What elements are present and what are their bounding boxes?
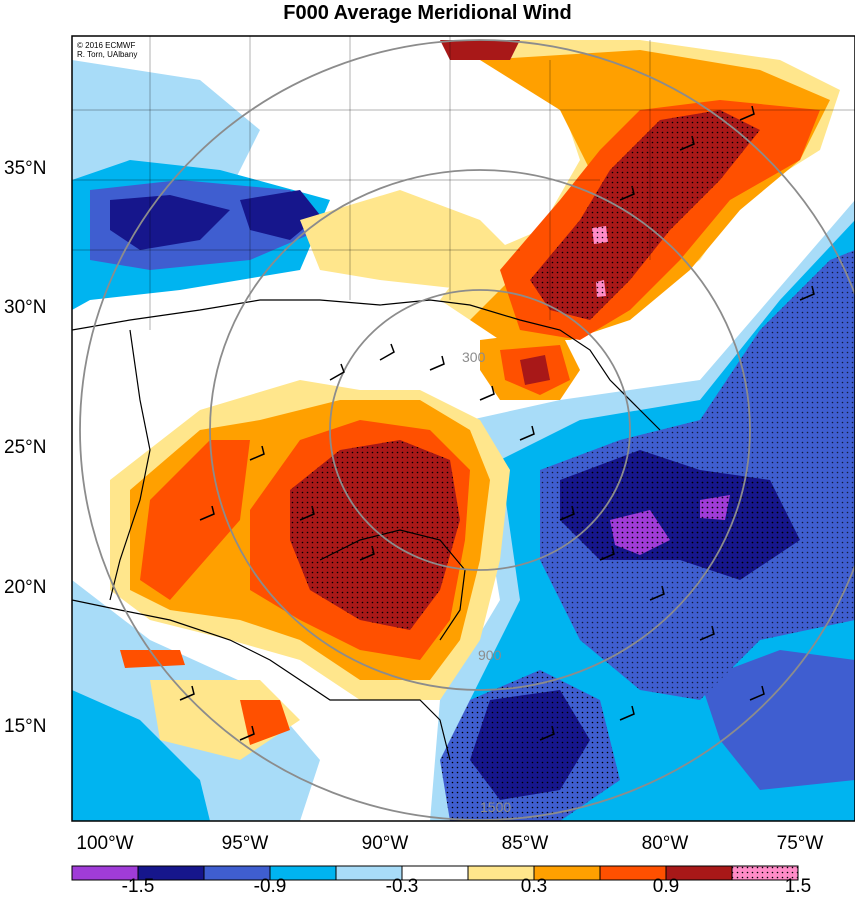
lat-label-30: 30°N <box>4 297 47 318</box>
colorbar-label-0.3: 0.3 <box>520 876 548 897</box>
colorbar-label-1.5: 1.5 <box>784 876 812 897</box>
yellow-region <box>300 190 520 290</box>
wind-barbs <box>179 105 815 741</box>
lon-label-75: 75°W <box>776 833 824 854</box>
lat-label-20: 20°N <box>4 577 47 598</box>
blue-region <box>700 650 855 790</box>
navy-region <box>110 195 230 250</box>
map-title: F000 Average Meridional Wind <box>283 2 572 24</box>
credit-line-1: © 2016 ECMWF <box>77 41 136 50</box>
coastline <box>109 329 151 601</box>
map-frame <box>71 35 855 822</box>
cyan-region <box>72 690 210 821</box>
colorbar-label-neg1.5: -1.5 <box>121 876 155 897</box>
credit-box: © 2016 ECMWF R. Torn, UAlbany <box>75 40 140 60</box>
state-borders <box>72 36 855 330</box>
contour-label-900: 900 <box>478 647 502 663</box>
colorbar <box>71 865 799 881</box>
dark-red-region <box>520 355 550 385</box>
lon-label-80: 80°W <box>641 833 689 854</box>
lon-label-95: 95°W <box>221 833 269 854</box>
colorbar-label-neg0.9: -0.9 <box>253 876 287 897</box>
distance-contours <box>79 39 855 821</box>
lon-label-90: 90°W <box>361 833 409 854</box>
lat-label-15: 15°N <box>4 716 47 737</box>
lon-label-85: 85°W <box>501 833 549 854</box>
map-field <box>72 36 855 821</box>
coastline <box>72 299 661 431</box>
credit-line-2: R. Torn, UAlbany <box>77 50 138 59</box>
lon-label-100: 100°W <box>76 833 134 854</box>
red-orange-region <box>140 440 250 600</box>
contour-label-300: 300 <box>462 349 486 365</box>
lat-label-25: 25°N <box>4 437 47 458</box>
colorbar-label-neg0.3: -0.3 <box>385 876 419 897</box>
lat-label-35: 35°N <box>4 158 47 179</box>
contour-label-1500: 1500 <box>480 799 511 815</box>
dark-red-region <box>440 40 520 60</box>
coastline <box>319 529 466 641</box>
red-orange-region <box>240 700 290 745</box>
coastline <box>72 599 451 761</box>
colorbar-label-0.9: 0.9 <box>652 876 680 897</box>
navy-region <box>240 190 320 240</box>
red-orange-region <box>120 650 185 668</box>
